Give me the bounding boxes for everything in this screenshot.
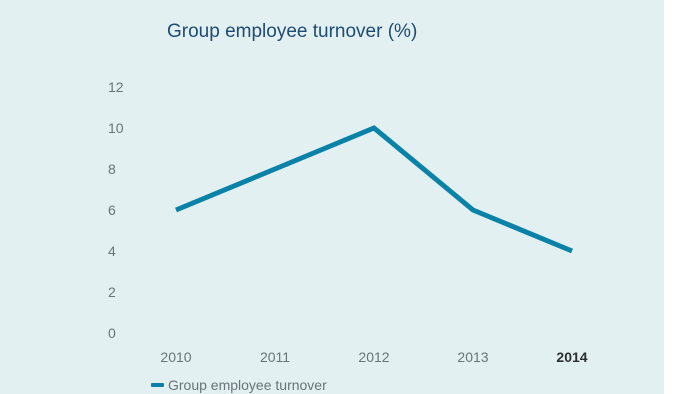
y-tick-label: 8 [108, 161, 116, 177]
legend-label: Group employee turnover [168, 377, 327, 393]
y-tick-label: 2 [108, 284, 116, 300]
y-axis-ticks: 0 2 4 6 8 10 12 [108, 79, 124, 341]
y-tick-label: 12 [108, 79, 124, 95]
y-tick-label: 6 [108, 202, 116, 218]
y-tick-label: 4 [108, 243, 116, 259]
x-axis-ticks: 2010 2011 2012 2013 2014 [160, 349, 587, 365]
chart-panel [0, 0, 664, 394]
x-tick-label: 2013 [457, 349, 488, 365]
legend-swatch [151, 383, 164, 388]
series-group [175, 125, 573, 254]
y-tick-label: 10 [108, 120, 124, 136]
chart-title: Group employee turnover (%) [167, 21, 418, 42]
series-line [175, 125, 573, 254]
legend: Group employee turnover [151, 377, 327, 393]
y-tick-label: 0 [108, 325, 116, 341]
x-tick-label: 2011 [260, 349, 290, 365]
x-tick-label: 2014 [556, 349, 587, 365]
x-tick-label: 2010 [160, 349, 191, 365]
x-tick-label: 2012 [358, 349, 389, 365]
